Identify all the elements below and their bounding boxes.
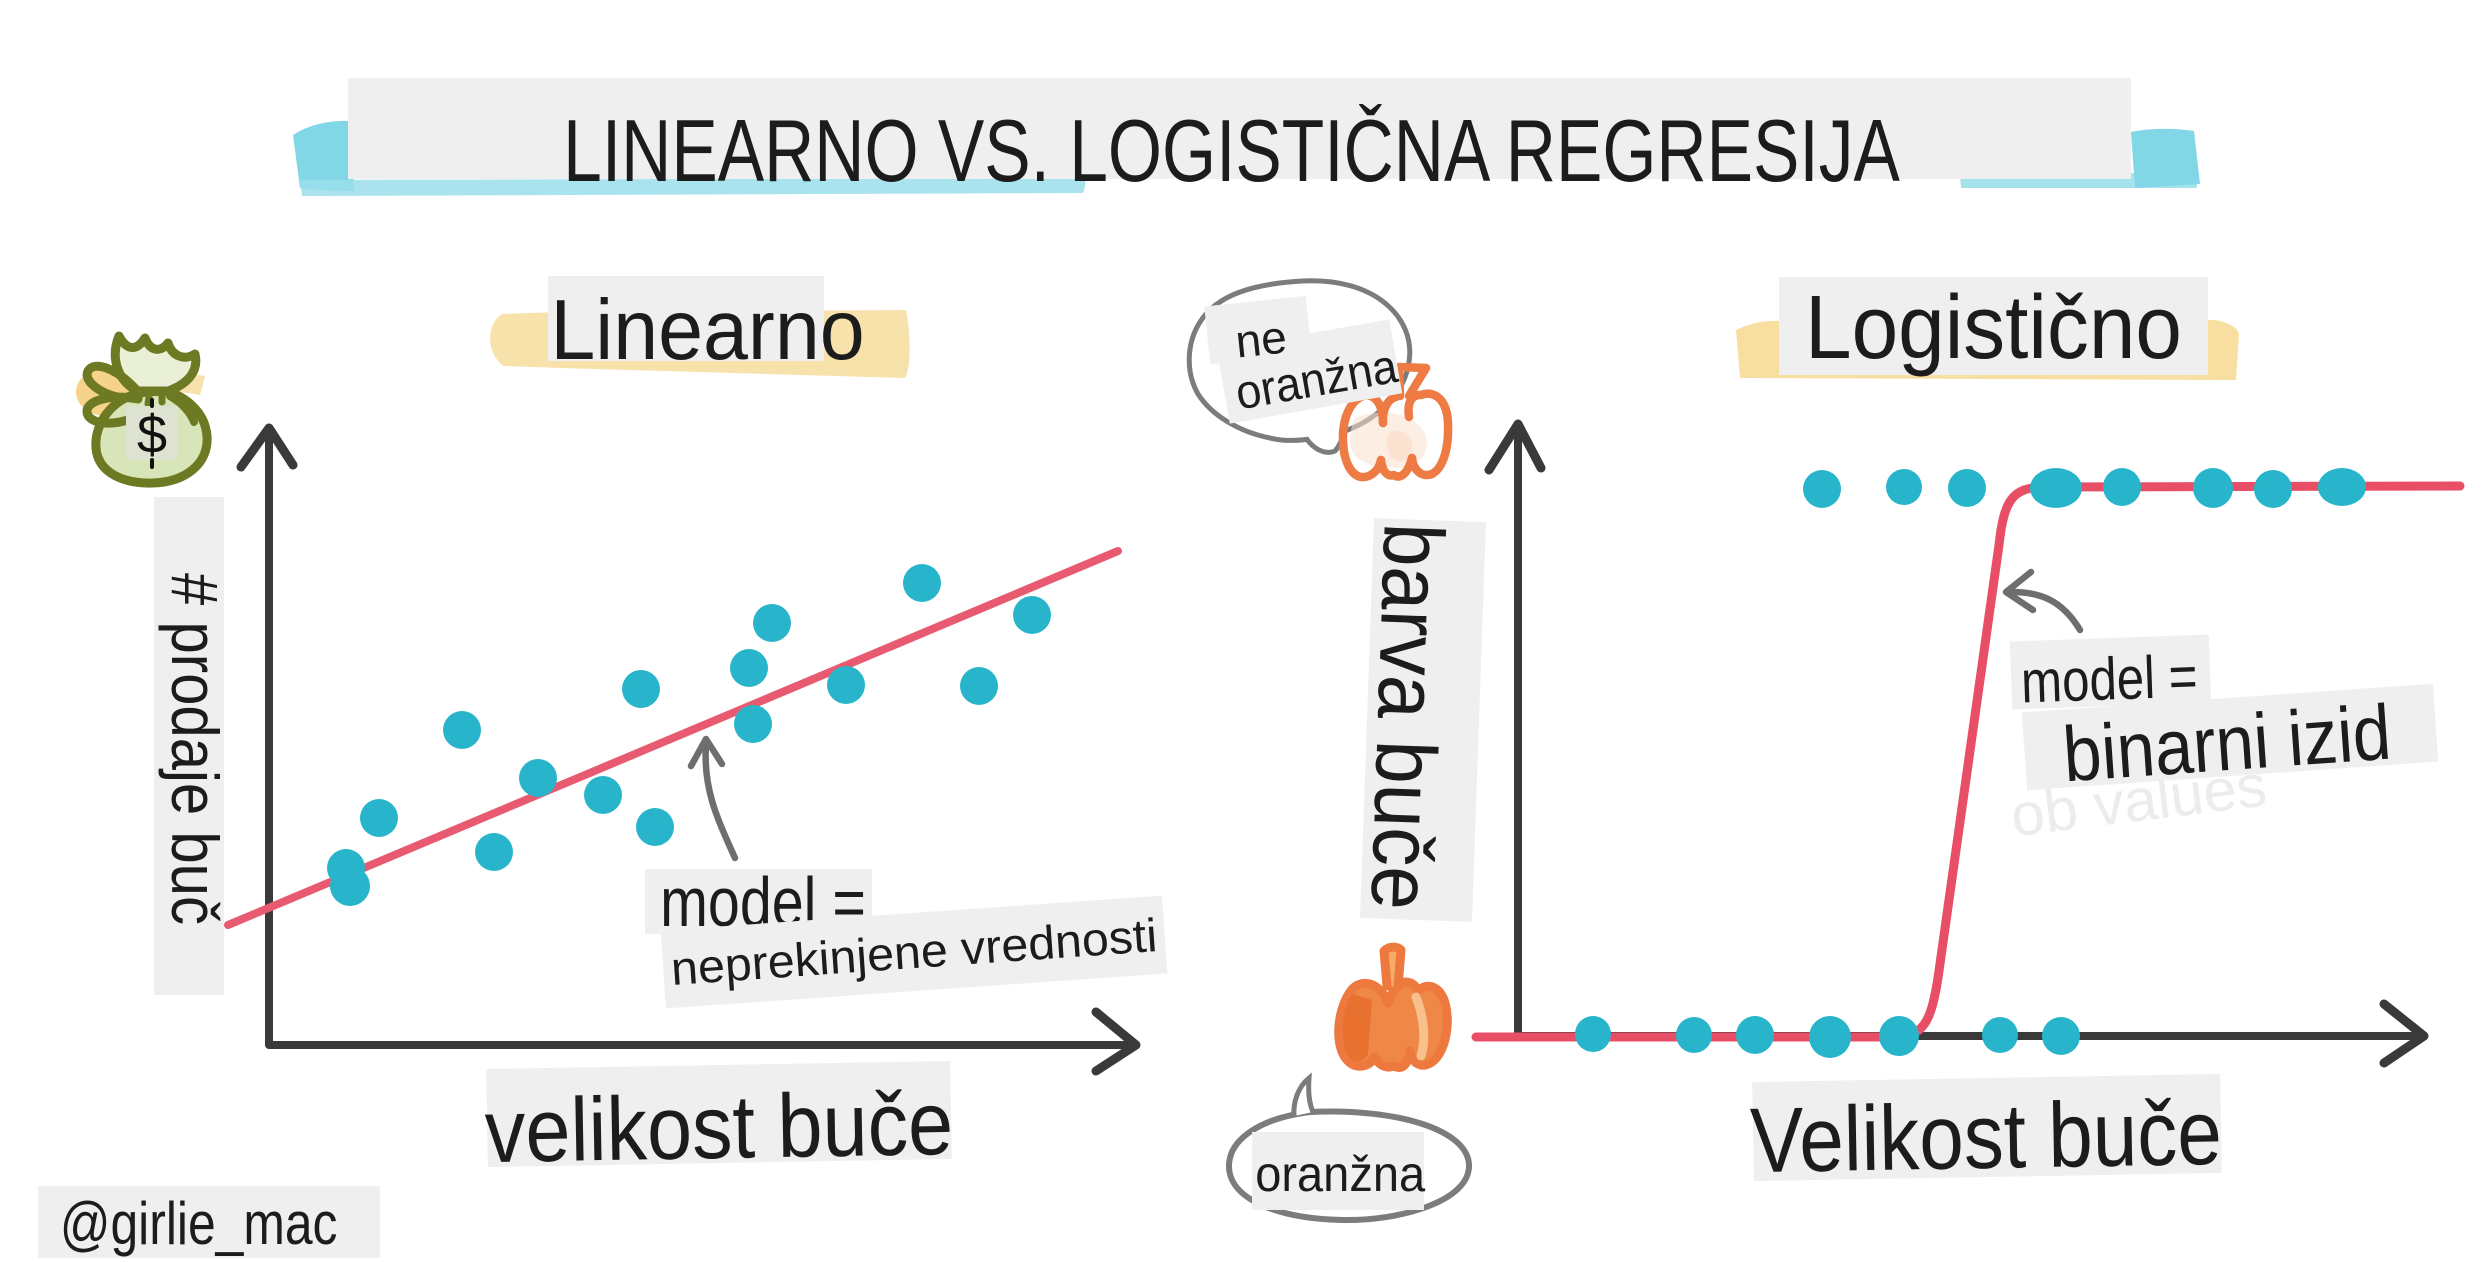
svg-text:$: $: [137, 405, 167, 465]
